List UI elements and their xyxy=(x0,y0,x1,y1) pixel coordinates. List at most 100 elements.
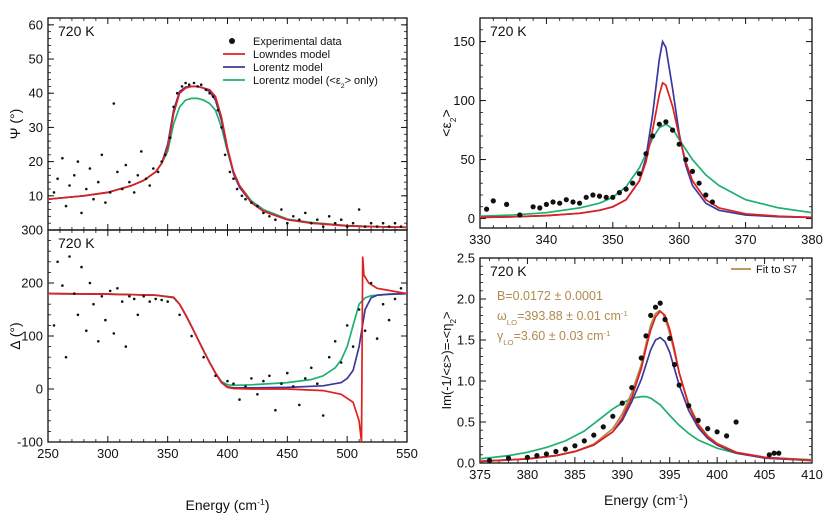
annotation-omega-lo: ωLO=393.88 ± 0.01 cm-1 xyxy=(497,309,628,327)
data-point xyxy=(88,281,92,285)
data-point xyxy=(168,136,172,139)
data-point xyxy=(676,141,682,147)
x-tick-label: 385 xyxy=(564,467,586,482)
data-point xyxy=(223,153,227,157)
data-point xyxy=(116,170,119,174)
data-point xyxy=(583,194,589,200)
data-point xyxy=(316,382,319,386)
series-line-lowndes xyxy=(48,85,407,229)
data-point xyxy=(652,304,659,310)
data-point xyxy=(280,208,283,211)
data-point xyxy=(256,393,259,396)
chart-eta2: 375 380 385 390 395 400 405 410 0.0 0.5 1.0 1.5 2.0 2… xyxy=(439,251,823,509)
data-point xyxy=(244,385,247,388)
data-point xyxy=(351,345,355,348)
series-line-lorentz_e2 xyxy=(480,123,812,218)
y-tick-label: 0.5 xyxy=(457,415,475,430)
legend: Fit to S7 xyxy=(731,264,797,276)
y-axis-label: <ε2> xyxy=(438,109,458,136)
data-point xyxy=(375,225,379,228)
data-point xyxy=(369,281,373,285)
data-point xyxy=(650,133,656,139)
data-point xyxy=(534,453,540,459)
temperature-label: 720 K xyxy=(58,235,95,251)
y-axis-label: Ψ (°) xyxy=(7,109,23,140)
data-point xyxy=(148,184,151,187)
series-line-lorentz_e2 xyxy=(480,395,812,461)
data-point xyxy=(136,313,140,317)
y-axis-label: Im(-1/<ε>)=-<η2> xyxy=(439,311,458,409)
legend-label: Fit to S7 xyxy=(756,264,797,276)
x-tick-label: 400 xyxy=(706,467,728,482)
chart-delta: 250 300 350 400 450 500 550 -100 0 100 200 300 720 K… xyxy=(7,223,418,514)
legend-label: Experimental data xyxy=(253,36,343,48)
data-point xyxy=(52,191,56,194)
data-point xyxy=(250,201,253,204)
data-point xyxy=(321,225,325,228)
data-point xyxy=(184,81,187,85)
y-tick-label: 1.5 xyxy=(457,333,475,348)
data-point xyxy=(490,198,496,204)
data-point xyxy=(321,414,325,417)
x-tick-label: 390 xyxy=(611,467,633,482)
data-point xyxy=(152,167,155,170)
data-point xyxy=(327,355,331,359)
data-point xyxy=(562,446,569,452)
data-point xyxy=(148,300,151,303)
data-point xyxy=(97,340,100,343)
x-tick-label: 410 xyxy=(801,467,823,482)
data-point xyxy=(80,265,83,269)
y-tick-label: 2.5 xyxy=(457,251,475,266)
data-point xyxy=(591,432,597,438)
data-point xyxy=(56,260,59,264)
data-point xyxy=(199,83,203,86)
data-point xyxy=(629,385,635,391)
data-point xyxy=(256,204,259,208)
plot-frame xyxy=(479,257,813,464)
data-point xyxy=(164,153,167,157)
data-point xyxy=(714,429,720,435)
data-point xyxy=(381,302,385,306)
x-tick-label: 395 xyxy=(659,467,681,482)
data-point xyxy=(572,443,578,449)
chart-eps2: 330 340 350 360 370 380 0 50 100 150 720 K <ε2> xyxy=(438,17,823,247)
x-tick-label: 380 xyxy=(517,467,539,482)
data-point xyxy=(216,109,220,112)
data-point xyxy=(543,451,550,457)
series-line-lorentz xyxy=(48,85,407,229)
data-point xyxy=(648,312,654,318)
data-point xyxy=(603,194,609,200)
data-point xyxy=(304,377,307,380)
legend-label: Lowndes model xyxy=(253,49,330,61)
series-line-lowndes xyxy=(480,310,812,463)
data-point xyxy=(298,403,301,407)
y-tick-label: 0 xyxy=(468,211,475,226)
data-point xyxy=(178,313,181,317)
data-point xyxy=(670,127,676,133)
data-point xyxy=(557,200,563,206)
data-point xyxy=(108,289,112,293)
data-point xyxy=(128,295,131,298)
data-point xyxy=(156,170,160,174)
data-point xyxy=(136,174,140,177)
data-point xyxy=(187,83,191,86)
data-point xyxy=(663,119,669,125)
x-tick-label: 375 xyxy=(469,467,491,482)
data-point xyxy=(172,105,175,109)
data-point xyxy=(228,170,232,174)
data-point xyxy=(339,218,343,221)
x-axis-label: Energy (cm-1) xyxy=(604,492,688,508)
x-tick-label: 360 xyxy=(668,232,690,247)
data-point xyxy=(610,194,616,200)
data-point xyxy=(671,362,678,368)
temperature-label: 720 K xyxy=(490,263,527,279)
data-point xyxy=(524,454,531,460)
data-point xyxy=(517,212,523,218)
x-tick-label: 250 xyxy=(37,446,59,461)
data-point xyxy=(92,197,95,201)
data-point xyxy=(124,345,128,348)
y-tick-label: 200 xyxy=(21,276,43,291)
data-point xyxy=(363,225,367,228)
